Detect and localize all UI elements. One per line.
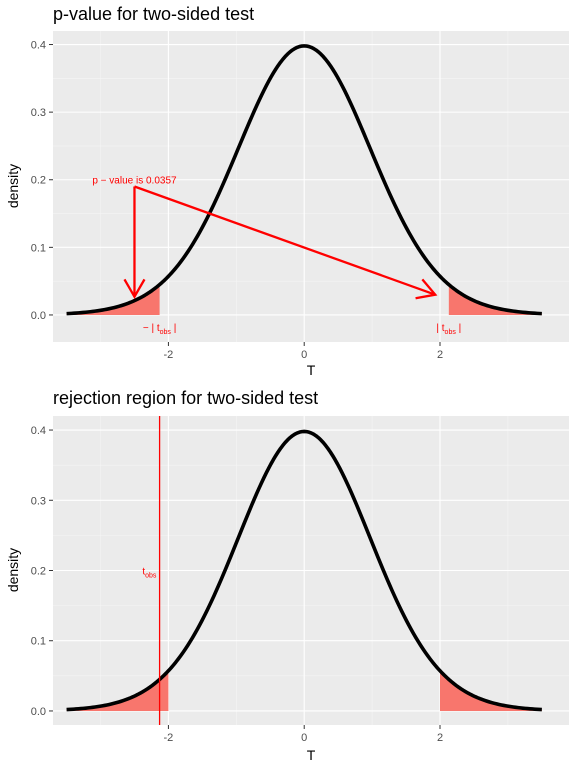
x-tick-label: 0 (301, 349, 307, 361)
shaded-region (440, 670, 542, 711)
x-axis-label: T (307, 362, 316, 378)
x-tick-label: 0 (301, 732, 307, 744)
y-axis-label: density (5, 164, 21, 208)
x-axis-label: T (307, 747, 316, 763)
density-line (66, 44, 542, 316)
annotation-label: p − value is 0.0357 (92, 176, 177, 187)
annotation-label: tobs (142, 567, 157, 580)
grid-lines (53, 31, 569, 342)
arrow-line (134, 185, 436, 296)
axes: 0.0 0.1 0.2 0.3 0.4 -2 0 2 (31, 40, 443, 361)
chart-panel-rejection: rejection region for two-sided test tobs… (5, 388, 569, 763)
annotation-label: − | tobs | (143, 323, 176, 336)
y-tick-label: 0.4 (31, 40, 46, 52)
annotations: tobs (142, 416, 161, 725)
y-tick-label: 0.1 (31, 636, 46, 648)
y-tick-label: 0.4 (31, 425, 46, 437)
y-tick-label: 0.0 (31, 310, 46, 322)
annotations: p − value is 0.0357 − | tobs | | tobs | (92, 176, 461, 336)
arrow-head (123, 278, 146, 300)
density-curve (66, 429, 542, 712)
shaded-region (66, 670, 169, 711)
chart-panel-pvalue: p-value for two-sided test p − value is … (5, 4, 569, 378)
density-line (66, 429, 542, 712)
x-tick-label: 2 (437, 349, 443, 361)
shaded-region (448, 284, 542, 315)
y-tick-label: 0.3 (31, 495, 46, 507)
density-curve (66, 44, 542, 316)
y-tick-label: 0.3 (31, 107, 46, 119)
shaded-region (66, 284, 160, 315)
chart-title: p-value for two-sided test (53, 4, 254, 24)
arrow-head (415, 278, 438, 300)
axes: 0.0 0.1 0.2 0.3 0.4 -2 0 2 (31, 425, 443, 744)
x-tick-label: -2 (164, 349, 174, 361)
y-tick-label: 0.2 (31, 566, 46, 578)
y-tick-label: 0.0 (31, 706, 46, 718)
y-axis-label: density (5, 548, 21, 592)
x-tick-label: 2 (437, 732, 443, 744)
y-tick-label: 0.2 (31, 175, 46, 187)
y-tick-label: 0.1 (31, 242, 46, 254)
chart-title: rejection region for two-sided test (53, 388, 318, 408)
shaded-tail-regions (66, 670, 542, 711)
annotation-label: | tobs | (436, 323, 461, 336)
shaded-tail-regions (66, 284, 542, 315)
x-tick-label: -2 (164, 732, 174, 744)
